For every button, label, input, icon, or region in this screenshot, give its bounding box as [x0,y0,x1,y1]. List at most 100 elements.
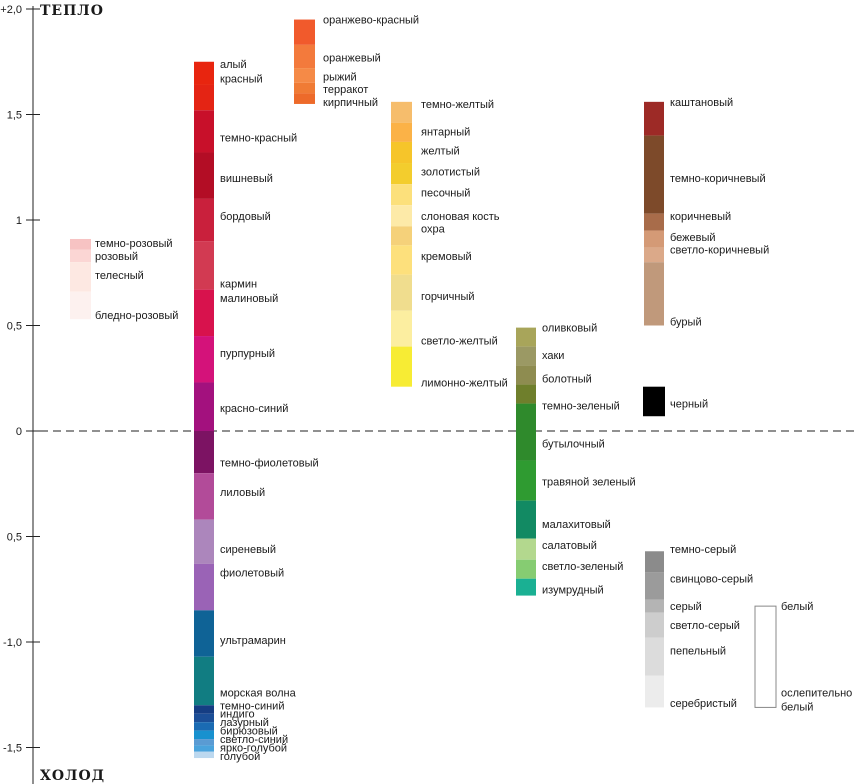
column-brown: каштановый темно-коричневый коричневый беже… [644,97,769,328]
color-swatch [194,289,214,337]
color-swatch [194,705,214,714]
color-swatch [194,198,214,242]
color-swatch [391,122,412,142]
color-swatch [194,336,214,383]
color-swatch [644,247,664,263]
color-swatch [194,84,214,111]
color-swatch [194,241,214,290]
color-label: серый [670,601,702,613]
color-label: лазурный [220,717,269,729]
color-swatch [516,365,536,385]
color-swatch [194,519,214,564]
color-label: травяной зеленый [542,477,636,489]
color-label: светло-зеленый [542,561,623,573]
color-label: бордовый [220,211,271,223]
color-swatch [391,346,412,387]
color-label: бирюзовый [220,726,278,738]
color-label: розовый [95,251,138,263]
color-swatch [70,262,91,292]
color-label: светло-серый [670,620,740,632]
color-label: кирпичный [323,97,378,109]
color-label: желтый [421,145,460,157]
color-swatch [516,403,536,461]
color-label: морская волна [220,688,297,700]
y-tick-label: 1,5 [7,110,22,122]
color-swatch [194,610,214,657]
color-swatch [516,460,536,501]
color-swatch [294,93,315,104]
color-label: темно-фиолетовый [220,458,319,470]
color-label: салатовый [542,540,597,552]
color-swatch [391,274,412,311]
color-swatch [194,745,214,752]
color-label: ярко-голубой [220,743,287,755]
color-label: темно-желтый [421,99,494,111]
color-label: светло-желтый [421,335,498,347]
y-tick-label: 1 [16,215,22,227]
color-swatch [516,500,536,539]
color-swatch [194,656,214,706]
color-swatch [645,551,664,573]
color-swatch [644,262,664,326]
color-swatch [643,386,665,417]
y-tick-label: 0,5 [7,321,22,333]
y-tick-label: +2,0 [0,4,22,16]
column-orange: оранжево-красный оранжевый рыжийтерракотки… [294,15,419,109]
color-label: красный [220,74,263,86]
color-label: бурый [670,316,702,328]
color-label: бежевый [670,232,716,244]
color-swatch [645,572,664,600]
color-label: терракот [323,84,368,96]
color-label: малахитовый [542,519,611,531]
y-tick-label: -1,5 [3,743,22,755]
color-label: темно-серый [670,544,736,556]
color-label: темно-зеленый [542,401,620,413]
color-swatch [645,637,664,676]
color-swatch [516,538,536,560]
color-swatch [644,213,664,231]
color-swatch [391,163,412,185]
color-swatch [294,68,315,83]
color-swatch [391,245,412,275]
color-swatch [194,739,214,746]
color-label: светло-синий [220,734,288,746]
color-label: изумрудный [542,584,604,596]
y-tick-label: 0 [16,426,22,438]
top-label: ТЕПЛО [40,3,104,19]
color-label: лиловый [220,487,265,499]
color-swatch [294,44,315,69]
color-swatch [194,473,214,520]
color-swatch [391,101,412,123]
color-label: алый [220,59,247,71]
color-swatch [391,310,412,347]
color-swatch [70,238,91,250]
column-yellow: темно-желтый янтарный желтый золотистый песо… [391,99,508,389]
color-swatch [516,578,536,596]
color-label: темно-коричневый [670,173,766,185]
color-swatch [194,722,214,731]
color-swatch [644,135,664,214]
color-label: коричневый [670,211,731,223]
color-swatch [516,327,536,347]
color-swatch [754,605,777,708]
color-label: голубой [220,751,260,763]
color-label: оливковый [542,323,597,335]
color-swatch [645,612,664,638]
color-swatch [391,205,412,227]
y-tick-label: 0,5 [7,532,22,544]
column-red-violet-blue: алый красный темно-красный вишневый бордовый… [194,59,319,763]
y-tick-label: -1,0 [3,637,22,649]
color-swatch [194,751,214,759]
color-swatch [194,713,214,723]
color-label: темно-красный [220,133,297,145]
color-label: свинцово-серый [670,574,753,586]
color-label: охра [421,223,446,235]
color-label: темно-синий [220,700,284,712]
color-label: оранжево-красный [323,15,419,27]
color-label: сиреневый [220,544,276,556]
color-label: светло-коричневый [670,245,769,257]
color-label: лимонно-желтый [421,377,508,389]
